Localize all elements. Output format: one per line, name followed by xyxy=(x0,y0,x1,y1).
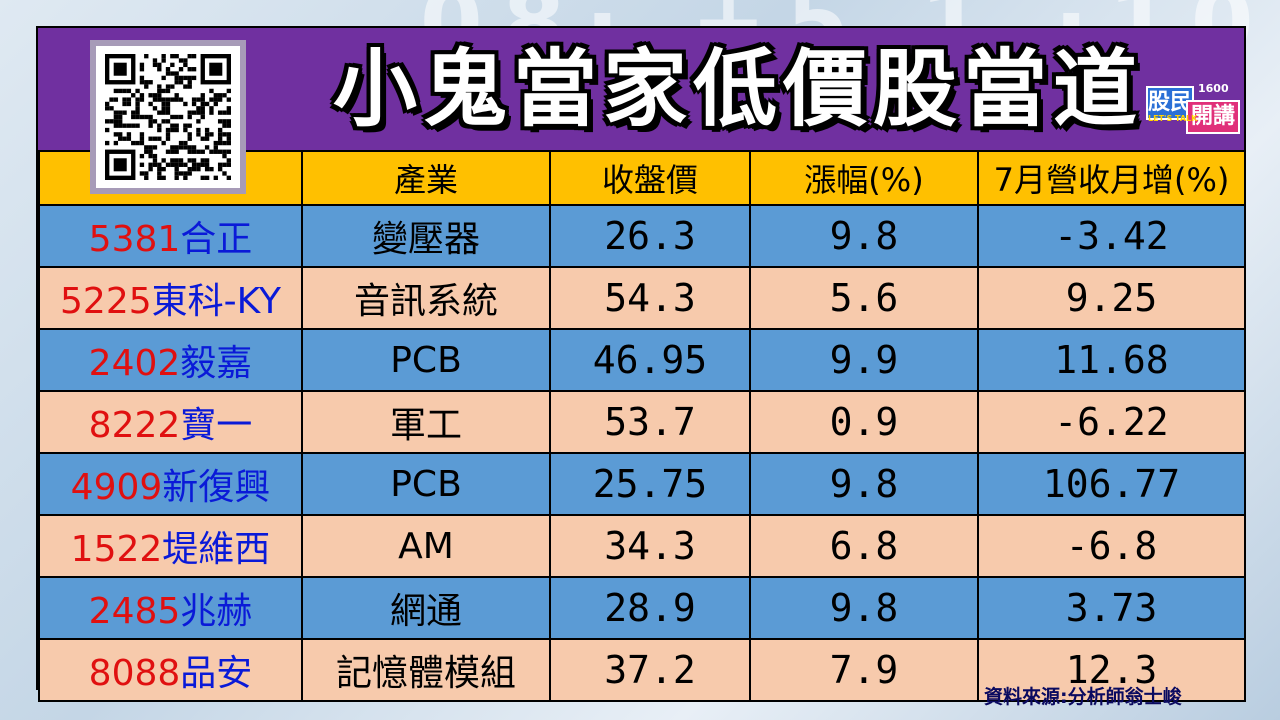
close-cell: 34.3 xyxy=(549,514,751,578)
stock-code: 1522 xyxy=(70,529,163,570)
revenue-mom-cell: 3.73 xyxy=(977,576,1246,640)
logo-number: 1600 xyxy=(1198,82,1229,95)
change-cell: 6.8 xyxy=(749,514,979,578)
stock-name: 東科-KY xyxy=(151,281,281,322)
change-cell: 0.9 xyxy=(749,390,979,454)
table-row: 2402毅嘉 PCB 46.95 9.9 11.68 xyxy=(38,328,1246,392)
stock-code: 8222 xyxy=(88,405,181,446)
stock-cell: 8088品安 xyxy=(38,638,303,702)
stock-code: 4909 xyxy=(70,467,163,508)
source-note: 資料來源:分析師翁士峻 xyxy=(984,686,1182,708)
close-cell: 28.9 xyxy=(549,576,751,640)
revenue-mom-cell: 11.68 xyxy=(977,328,1246,392)
stock-cell: 4909新復興 xyxy=(38,452,303,516)
table-row: 8222寶一 軍工 53.7 0.9 -6.22 xyxy=(38,390,1246,454)
stock-code: 5225 xyxy=(60,281,152,322)
header-revenue-mom: 7月營收月增(%) xyxy=(977,150,1246,206)
table-row: 4909新復興 PCB 25.75 9.8 106.77 xyxy=(38,452,1246,516)
close-cell: 26.3 xyxy=(549,204,751,268)
table-row: 2485兆赫 網通 28.9 9.8 3.73 xyxy=(38,576,1246,640)
show-logo: 股民 開講 1600 LET'S TALK xyxy=(1146,80,1240,134)
stock-cell: 5381合正 xyxy=(38,204,303,268)
header-change: 漲幅(%) xyxy=(749,150,979,206)
revenue-mom-cell: -6.8 xyxy=(977,514,1246,578)
stock-cell: 8222寶一 xyxy=(38,390,303,454)
industry-cell: 音訊系統 xyxy=(301,266,551,330)
stock-code: 2485 xyxy=(88,591,181,632)
revenue-mom-cell: 9.25 xyxy=(977,266,1246,330)
close-cell: 53.7 xyxy=(549,390,751,454)
qr-code-icon xyxy=(105,54,231,180)
industry-cell: AM xyxy=(301,514,551,578)
stock-board: 小鬼當家低價股當道 股民 開講 1600 LET'S TALK 產業 收盤價 漲… xyxy=(36,26,1246,702)
header-close: 收盤價 xyxy=(549,150,751,206)
stock-cell: 2485兆赫 xyxy=(38,576,303,640)
table-row: 5381合正 變壓器 26.3 9.8 -3.42 xyxy=(38,204,1246,268)
revenue-mom-cell: -3.42 xyxy=(977,204,1246,268)
industry-cell: PCB xyxy=(301,452,551,516)
industry-cell: 軍工 xyxy=(301,390,551,454)
stock-code: 5381 xyxy=(88,219,181,260)
stock-name: 寶一 xyxy=(180,405,253,446)
stock-name: 毅嘉 xyxy=(180,343,253,384)
change-cell: 9.8 xyxy=(749,576,979,640)
stock-cell: 1522堤維西 xyxy=(38,514,303,578)
change-cell: 9.9 xyxy=(749,328,979,392)
table-row: 5225東科-KY 音訊系統 54.3 5.6 9.25 xyxy=(38,266,1246,330)
industry-cell: PCB xyxy=(301,328,551,392)
close-cell: 54.3 xyxy=(549,266,751,330)
revenue-mom-cell: -6.22 xyxy=(977,390,1246,454)
page-title: 小鬼當家低價股當道 xyxy=(332,40,1143,138)
close-cell: 37.2 xyxy=(549,638,751,702)
stock-name: 品安 xyxy=(180,653,253,694)
stock-name: 堤維西 xyxy=(162,529,271,570)
industry-cell: 記憶體模組 xyxy=(301,638,551,702)
revenue-mom-cell: 106.77 xyxy=(977,452,1246,516)
table-row: 1522堤維西 AM 34.3 6.8 -6.8 xyxy=(38,514,1246,578)
stock-code: 2402 xyxy=(88,343,181,384)
industry-cell: 變壓器 xyxy=(301,204,551,268)
logo-tagline: LET'S TALK xyxy=(1148,114,1198,123)
stock-table: 產業 收盤價 漲幅(%) 7月營收月增(%) 5381合正 變壓器 26.3 9.8-… xyxy=(38,150,1246,702)
stock-cell: 2402毅嘉 xyxy=(38,328,303,392)
revenue-mom-cell: 12.3 xyxy=(977,638,1246,702)
close-cell: 46.95 xyxy=(549,328,751,392)
table-row: 8088品安 記憶體模組 37.2 7.9 12.3 xyxy=(38,638,1246,702)
stock-code: 8088 xyxy=(88,653,181,694)
logo-sub: 開講 xyxy=(1186,100,1240,134)
stock-name: 新復興 xyxy=(162,467,271,508)
industry-cell: 網通 xyxy=(301,576,551,640)
stock-name: 兆赫 xyxy=(180,591,253,632)
change-cell: 5.6 xyxy=(749,266,979,330)
qr-code[interactable] xyxy=(90,40,246,194)
close-cell: 25.75 xyxy=(549,452,751,516)
stock-cell: 5225東科-KY xyxy=(38,266,303,330)
stock-name: 合正 xyxy=(180,219,253,260)
change-cell: 7.9 xyxy=(749,638,979,702)
change-cell: 9.8 xyxy=(749,204,979,268)
header-industry: 產業 xyxy=(301,150,551,206)
change-cell: 9.8 xyxy=(749,452,979,516)
